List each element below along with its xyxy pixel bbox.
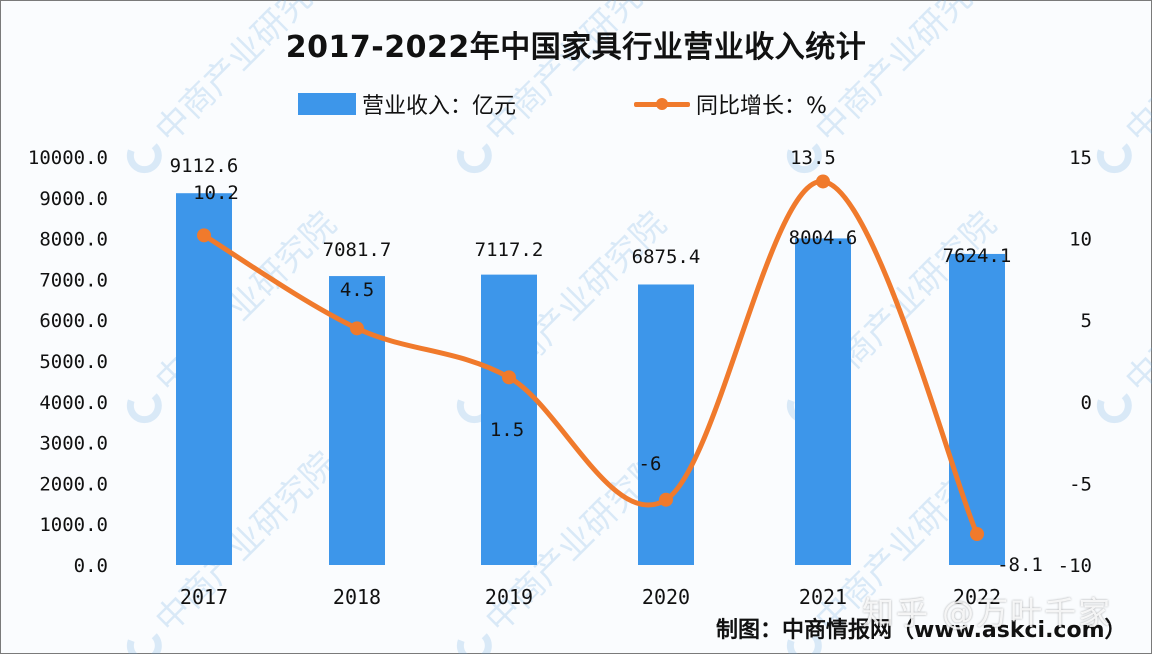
x-axis-tick: 2022	[953, 585, 1001, 609]
line-marker-swatch-icon	[634, 93, 690, 115]
growth-marker-2018	[350, 321, 364, 336]
bar-value-label: 7081.7	[323, 239, 392, 261]
bar-2019	[481, 274, 537, 565]
growth-line	[201, 178, 980, 537]
legend-item-revenue: 营业收入：亿元	[298, 88, 516, 120]
chart-legend: 营业收入：亿元 同比增长：%	[0, 88, 1152, 122]
bar-2021	[795, 238, 851, 565]
x-axis-tick: 2017	[180, 585, 228, 609]
x-axis-tick: 2019	[485, 585, 533, 609]
left-axis-tick: 10000.0	[28, 147, 108, 169]
right-axis-tick: 15	[1069, 147, 1092, 169]
legend-item-growth: 同比增长：%	[634, 88, 827, 120]
watermark-logo-icon	[126, 388, 162, 424]
left-axis-tick: 4000.0	[39, 392, 108, 414]
source-note: 制图：中商情报网（www.askci.com）	[716, 618, 1127, 643]
growth-marker-2020	[659, 492, 673, 507]
right-axis-tick: -10	[1058, 555, 1092, 577]
left-axis-tick: 3000.0	[39, 433, 108, 455]
watermark-logo-icon	[1096, 388, 1132, 424]
left-axis-tick: 8000.0	[39, 229, 108, 251]
right-axis-tick: 10	[1069, 229, 1092, 251]
overlay-watermark: 知乎 @万叶千家	[862, 594, 1113, 632]
bar-value-label: 9112.6	[170, 155, 239, 177]
growth-value-label: 10.2	[193, 182, 239, 204]
growth-marker-2021	[816, 174, 830, 189]
watermark-logo-icon	[786, 628, 822, 654]
x-axis-tick: 2020	[642, 585, 690, 609]
left-axis-tick: 7000.0	[39, 269, 108, 291]
watermark-logo-icon	[126, 138, 162, 174]
growth-value-label: -6	[639, 453, 662, 475]
right-axis-tick: -5	[1069, 473, 1092, 495]
left-axis-tick: 5000.0	[39, 351, 108, 373]
growth-value-label: 4.5	[340, 279, 374, 301]
left-axis-tick: 6000.0	[39, 310, 108, 332]
bar-value-label: 8004.6	[789, 227, 858, 249]
chart-title: 2017-2022年中国家具行业营业收入统计	[285, 30, 867, 65]
watermark-logo-icon	[456, 628, 492, 654]
x-axis-tick: 2021	[799, 585, 847, 609]
growth-marker-2022	[970, 526, 984, 541]
growth-value-label: 13.5	[790, 147, 836, 169]
right-axis-tick: 0	[1081, 392, 1092, 414]
legend-label-growth: 同比增长：%	[696, 94, 827, 119]
legend-label-revenue: 营业收入：亿元	[362, 94, 517, 119]
growth-marker-2017	[197, 228, 211, 243]
growth-value-label: -8.1	[997, 554, 1043, 576]
bar-2020	[638, 284, 694, 565]
growth-marker-2019	[502, 370, 516, 385]
right-axis-tick: 5	[1081, 310, 1092, 332]
watermark-logo-icon	[126, 628, 162, 654]
bar-swatch-icon	[298, 93, 356, 115]
watermark-logo-icon	[456, 138, 492, 174]
x-axis-tick: 2018	[333, 585, 381, 609]
watermark-logo-icon	[1096, 138, 1132, 174]
left-axis-tick: 9000.0	[39, 188, 108, 210]
bar-value-label: 7624.1	[943, 245, 1012, 267]
bar-value-label: 7117.2	[475, 239, 544, 261]
bar-value-label: 6875.4	[632, 246, 701, 268]
left-axis-tick: 2000.0	[39, 473, 108, 495]
growth-value-label: 1.5	[490, 419, 524, 441]
bar-2022	[949, 253, 1005, 566]
bar-2017	[176, 193, 232, 565]
left-axis-tick: 0.0	[74, 555, 108, 577]
left-axis-tick: 1000.0	[39, 514, 108, 536]
